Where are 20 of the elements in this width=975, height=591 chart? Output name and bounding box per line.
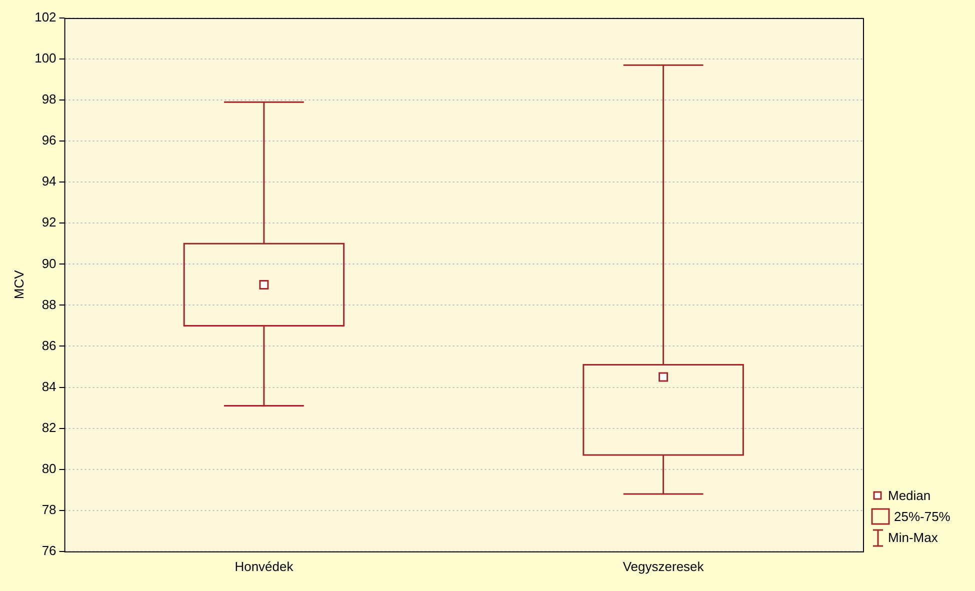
- text: Median: [888, 488, 931, 504]
- y-tick-label: 80: [42, 460, 56, 476]
- y-tick-label: 98: [42, 92, 56, 107]
- y-tick-label: 100: [34, 50, 56, 66]
- x-tick-label: Honvédek: [234, 558, 294, 574]
- x-tick-label: Vegyszeresek: [622, 558, 704, 574]
- text: Min-Max: [888, 530, 938, 546]
- y-axis-title: MCV: [11, 270, 26, 300]
- y-tick-label: 92: [42, 214, 56, 230]
- text: 25%-75%: [894, 509, 950, 524]
- y-tick-label: 96: [42, 132, 56, 148]
- y-tick-label: 88: [42, 296, 56, 312]
- y-tick-label: 76: [42, 542, 56, 558]
- y-tick-label: 102: [34, 10, 56, 25]
- y-tick-label: 86: [42, 338, 56, 353]
- y-tick-label: 94: [42, 174, 56, 189]
- y-tick-label: 84: [42, 378, 56, 394]
- y-tick-label: 82: [42, 420, 56, 435]
- y-tick-label: 78: [42, 502, 56, 517]
- y-tick-label: 90: [42, 256, 56, 271]
